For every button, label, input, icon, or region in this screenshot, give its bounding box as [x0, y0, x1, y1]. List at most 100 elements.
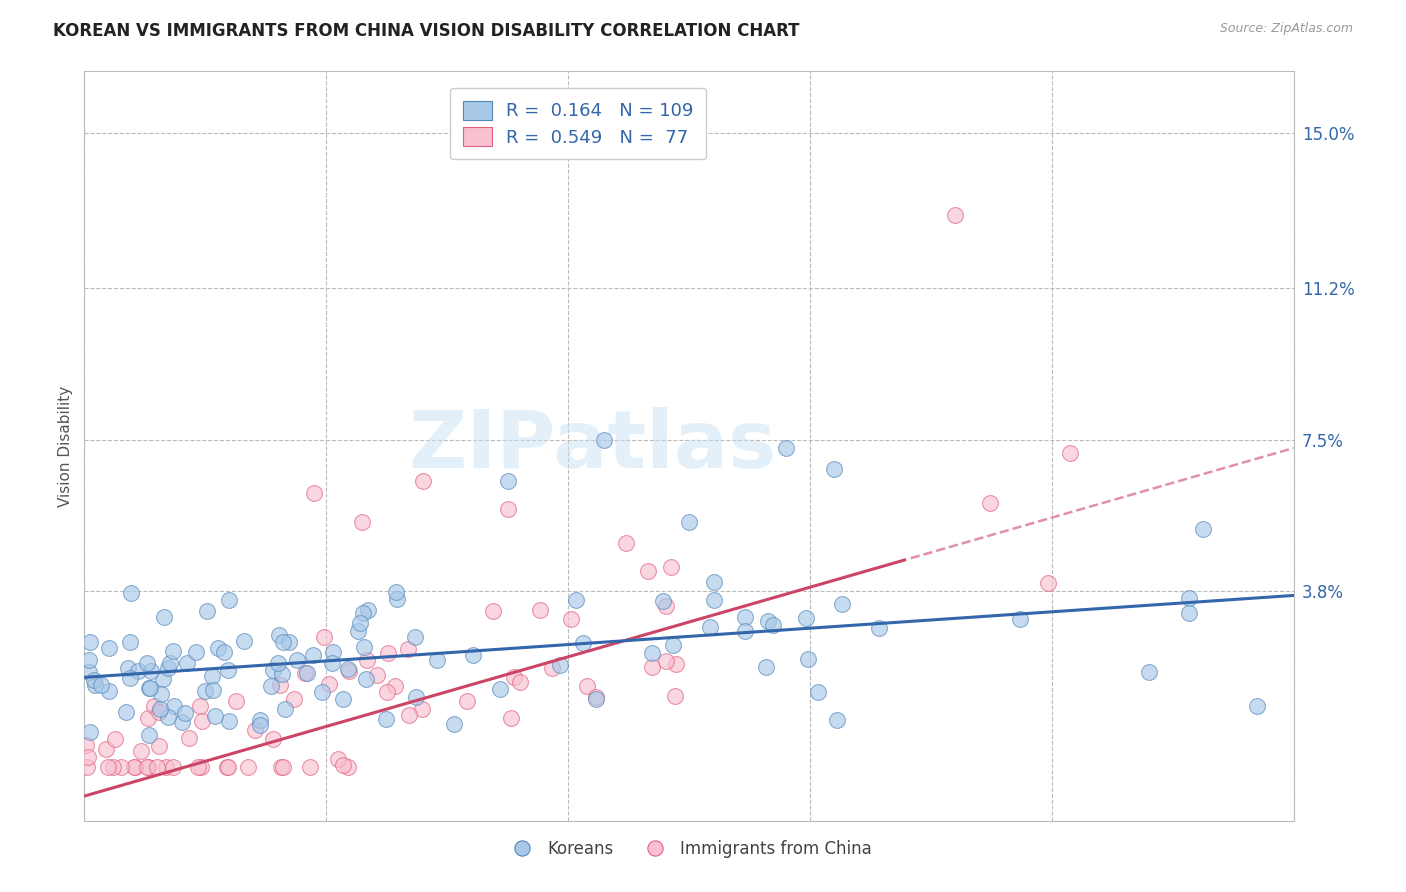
Point [124, 760, 146, 774]
Point [641, 646, 664, 660]
Point [136, 760, 159, 774]
Point [575, 679, 598, 693]
Point [337, 664, 360, 678]
Point [1246, 698, 1268, 713]
Point [202, 683, 225, 698]
Point [398, 707, 420, 722]
Point [321, 656, 343, 670]
Point [172, 715, 194, 730]
Point [593, 433, 616, 447]
Point [807, 685, 830, 699]
Point [332, 691, 354, 706]
Point [641, 659, 664, 673]
Text: KOREAN VS IMMIGRANTS FROM CHINA VISION DISABILITY CORRELATION CHART: KOREAN VS IMMIGRANTS FROM CHINA VISION D… [53, 22, 800, 40]
Point [79, 724, 101, 739]
Point [101, 760, 124, 774]
Point [302, 648, 325, 663]
Point [501, 711, 523, 725]
Point [797, 652, 820, 666]
Point [97, 760, 120, 774]
Point [139, 664, 162, 678]
Point [278, 635, 301, 649]
Point [77, 653, 100, 667]
Point [225, 694, 247, 708]
Point [153, 609, 176, 624]
Point [678, 515, 700, 529]
Point [357, 603, 380, 617]
Point [260, 679, 283, 693]
Point [190, 714, 212, 728]
Point [354, 672, 377, 686]
Point [270, 760, 292, 774]
Point [217, 663, 239, 677]
Point [187, 760, 209, 774]
Point [299, 760, 322, 774]
Point [825, 714, 848, 728]
Point [302, 486, 325, 500]
Point [794, 611, 817, 625]
Point [283, 691, 305, 706]
Point [387, 592, 409, 607]
Point [120, 634, 142, 648]
Point [1178, 607, 1201, 621]
Point [120, 671, 142, 685]
Point [269, 628, 291, 642]
Point [129, 744, 152, 758]
Point [337, 663, 360, 677]
Point [136, 657, 159, 671]
Point [83, 678, 105, 692]
Point [135, 760, 157, 774]
Point [585, 692, 607, 706]
Point [159, 656, 181, 670]
Point [110, 760, 132, 774]
Point [868, 621, 890, 635]
Point [1038, 576, 1060, 591]
Point [155, 760, 177, 774]
Point [411, 702, 433, 716]
Point [396, 641, 419, 656]
Point [1191, 522, 1213, 536]
Point [94, 741, 117, 756]
Point [136, 711, 159, 725]
Point [90, 678, 112, 692]
Point [188, 698, 211, 713]
Point [217, 760, 239, 774]
Point [179, 731, 201, 745]
Point [456, 693, 478, 707]
Point [560, 612, 582, 626]
Legend: Koreans, Immigrants from China: Koreans, Immigrants from China [499, 833, 879, 864]
Point [347, 624, 370, 638]
Point [571, 636, 593, 650]
Point [83, 673, 105, 688]
Point [267, 657, 290, 671]
Point [149, 701, 172, 715]
Point [148, 706, 170, 720]
Point [405, 690, 427, 704]
Point [374, 712, 396, 726]
Point [157, 661, 180, 675]
Point [79, 665, 101, 680]
Point [529, 603, 551, 617]
Point [384, 679, 406, 693]
Point [734, 609, 756, 624]
Point [150, 687, 173, 701]
Point [138, 728, 160, 742]
Point [162, 644, 184, 658]
Point [655, 599, 678, 613]
Point [314, 630, 336, 644]
Point [117, 661, 139, 675]
Point [699, 620, 721, 634]
Point [775, 441, 797, 455]
Point [173, 706, 195, 720]
Point [207, 641, 229, 656]
Point [482, 604, 505, 618]
Point [943, 208, 966, 222]
Point [502, 670, 524, 684]
Point [138, 681, 160, 696]
Point [162, 760, 184, 774]
Point [762, 618, 785, 632]
Point [461, 648, 484, 663]
Point [190, 760, 212, 774]
Point [509, 675, 531, 690]
Point [115, 705, 138, 719]
